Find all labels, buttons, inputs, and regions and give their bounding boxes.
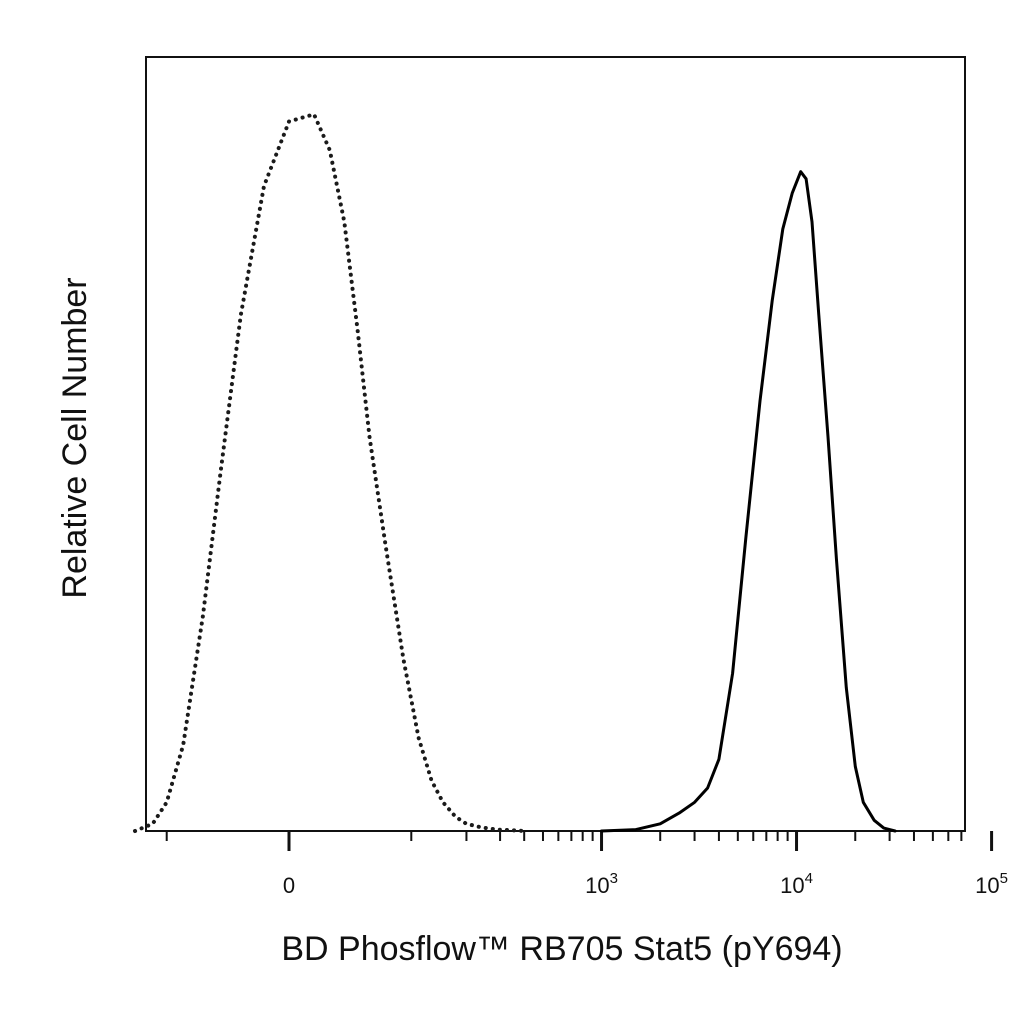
x-major-ticks [287, 831, 994, 851]
series-0-curve [133, 112, 527, 833]
x-tick-label: 0 [283, 873, 295, 898]
histogram-curves [133, 112, 897, 833]
x-tick-label: 104 [780, 870, 813, 898]
y-axis-title: Relative Cell Number [56, 277, 94, 598]
x-tick-label: 103 [585, 870, 618, 898]
series-1-curve [600, 170, 897, 833]
x-axis-title: BD Phosflow™ RB705 Stat5 (pY694) [281, 930, 842, 968]
x-minor-ticks [165, 831, 963, 841]
x-tick-labels: 0 103 104 105 [283, 870, 1008, 898]
x-tick-label: 105 [975, 870, 1008, 898]
